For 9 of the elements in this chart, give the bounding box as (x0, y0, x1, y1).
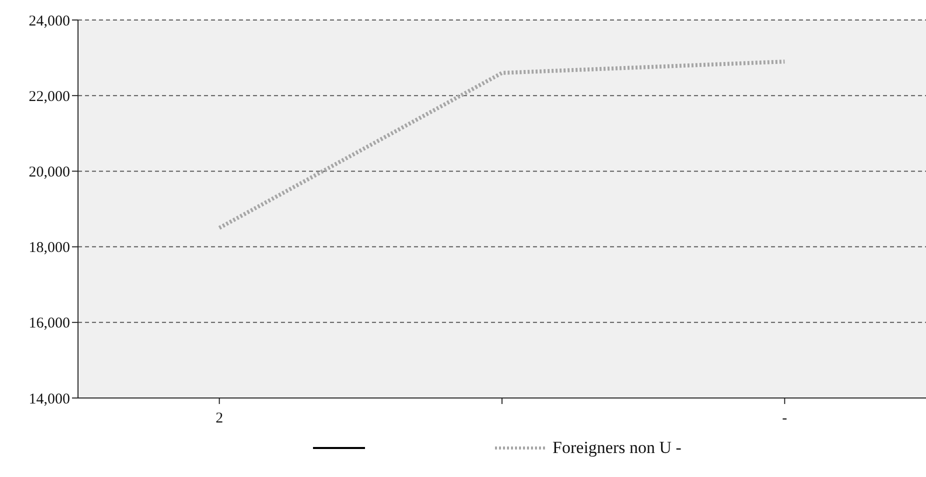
x-tick-label: - (782, 410, 788, 427)
y-tick-label: 14,000 (28, 391, 70, 408)
y-tick-label: 16,000 (28, 316, 70, 332)
y-tick-label: 22,000 (28, 88, 70, 105)
x-tick-label: 2 (216, 410, 224, 427)
legend-label: Foreigners non U - (552, 438, 682, 458)
y-tick-label: 18,000 (28, 240, 70, 256)
y-tick-label: 24,000 (28, 13, 70, 30)
y-tick-label: 20,000 (28, 164, 70, 181)
